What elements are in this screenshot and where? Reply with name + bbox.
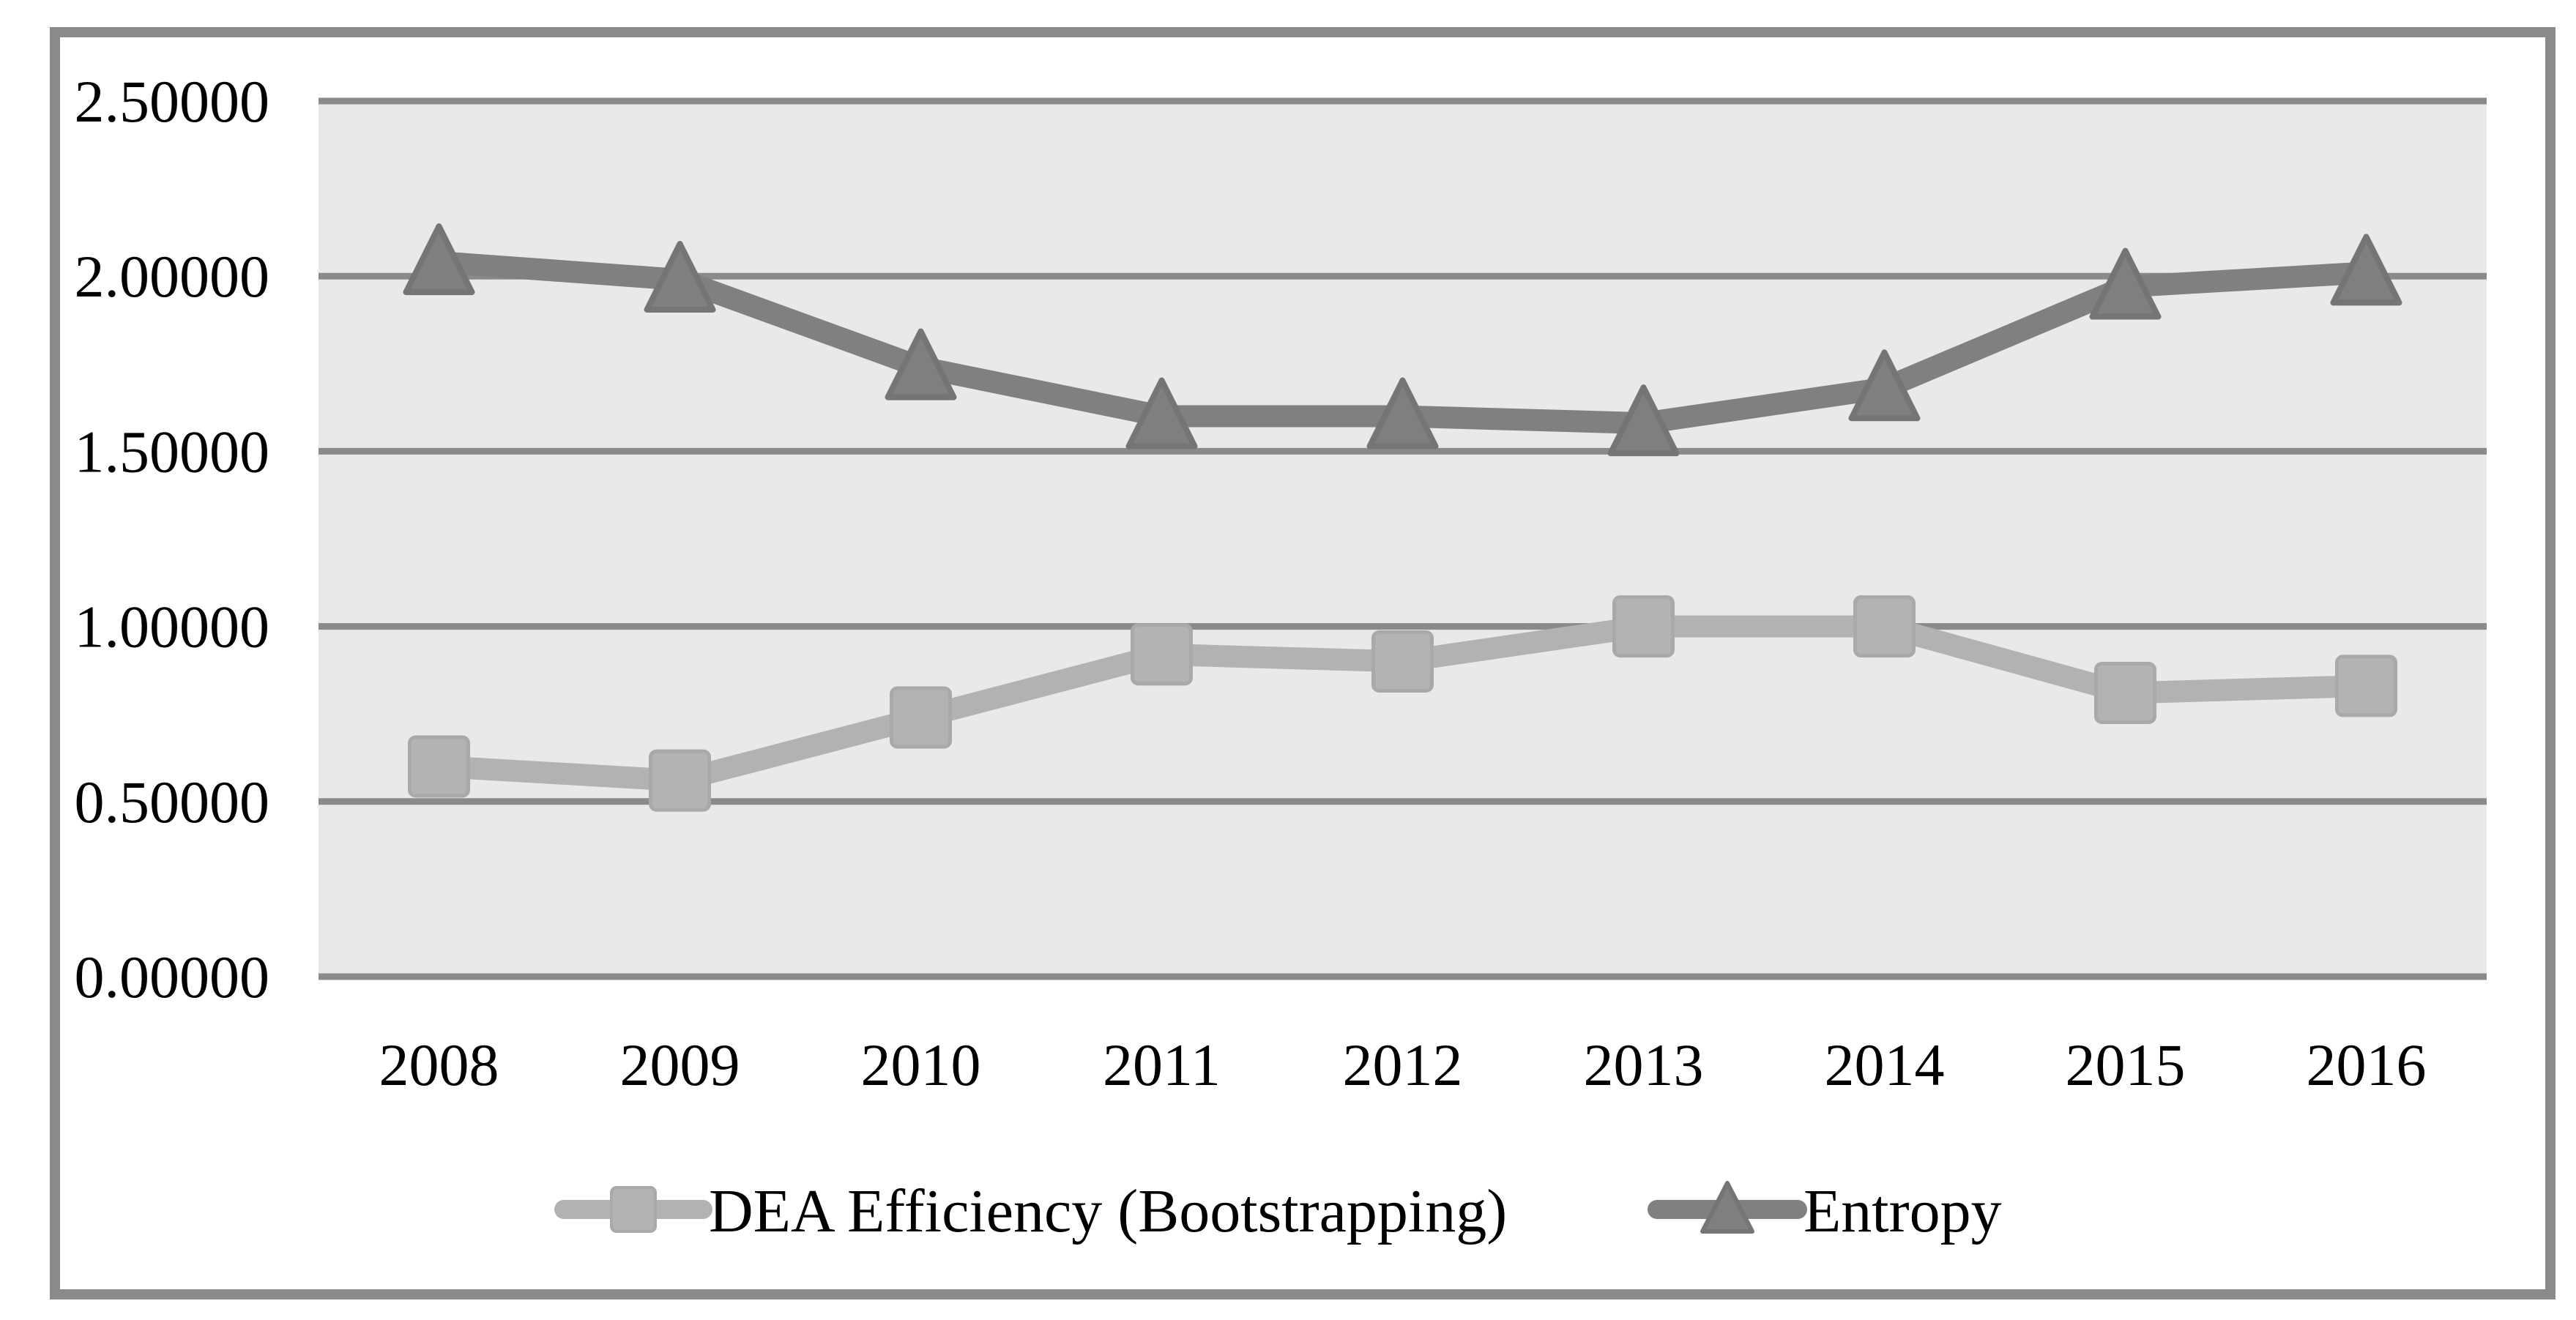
y-axis-tick-label: 1.00000 — [75, 594, 270, 660]
x-axis-tick-label: 2008 — [379, 1032, 499, 1098]
legend-label: Entropy — [1803, 1177, 2002, 1245]
x-axis-tick-label: 2016 — [2307, 1032, 2427, 1098]
x-axis-tick-label: 2014 — [1825, 1032, 1945, 1098]
square-marker — [1131, 623, 1193, 686]
triangle-marker — [2330, 234, 2402, 306]
x-axis-tick-label: 2012 — [1343, 1032, 1463, 1098]
triangle-marker — [1607, 384, 1680, 457]
y-axis-tick-label: 1.50000 — [75, 418, 270, 485]
x-axis-tick-label: 2010 — [861, 1032, 981, 1098]
legend-square-marker — [610, 1186, 657, 1233]
square-marker — [2094, 661, 2156, 724]
triangle-marker — [1366, 377, 1439, 450]
x-axis-tick-label: 2009 — [620, 1032, 740, 1098]
triangle-marker — [403, 223, 475, 296]
square-marker — [2335, 655, 2397, 717]
y-axis-tick-label: 0.00000 — [75, 944, 270, 1010]
plot-area — [319, 101, 2487, 977]
x-axis-tick-label: 2015 — [2066, 1032, 2186, 1098]
square-marker — [1612, 595, 1675, 658]
square-marker — [890, 686, 952, 749]
y-axis-tick-label: 2.50000 — [75, 68, 270, 135]
square-marker — [1371, 630, 1434, 693]
square-marker — [408, 735, 470, 798]
x-axis-tick-label: 2011 — [1103, 1032, 1221, 1098]
legend-label: DEA Efficiency (Bootstrapping) — [709, 1177, 1507, 1245]
square-marker — [1853, 595, 1916, 658]
y-axis-tick-label: 0.50000 — [75, 769, 270, 835]
triangle-marker — [1125, 377, 1198, 450]
triangle-marker — [2089, 247, 2162, 320]
legend-triangle-marker — [1700, 1181, 1754, 1234]
y-axis-tick-label: 2.00000 — [75, 243, 270, 310]
square-marker — [649, 749, 711, 812]
triangle-marker — [644, 240, 716, 313]
triangle-marker — [885, 328, 957, 400]
x-axis-tick-label: 2013 — [1584, 1032, 1704, 1098]
triangle-marker — [1848, 349, 1921, 422]
